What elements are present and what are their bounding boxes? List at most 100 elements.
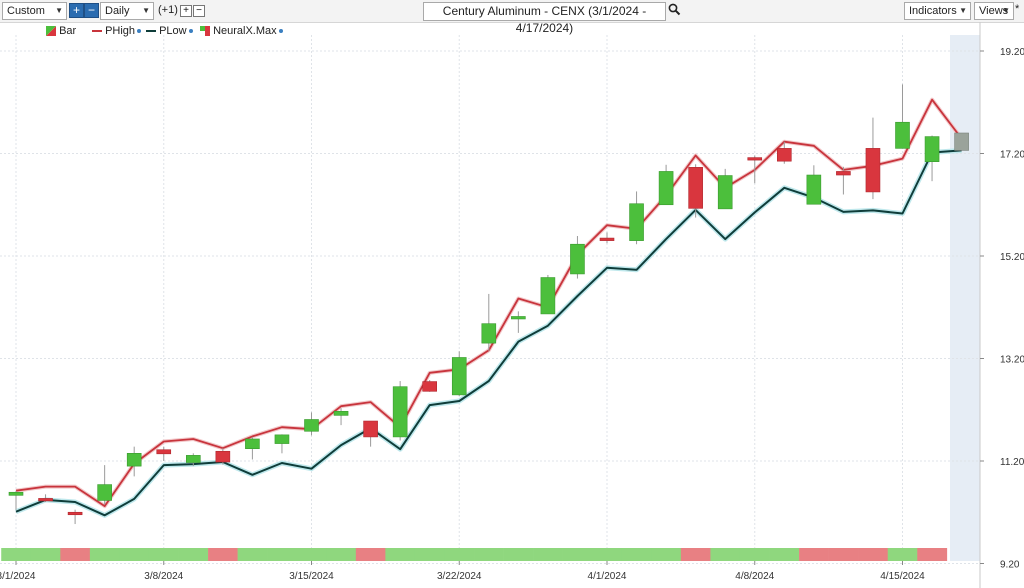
candle-body [422,381,438,392]
toolbar: Custom ▼ + − Daily ▼ (+1) + − Century Al… [0,0,1024,35]
legend-neuralx[interactable]: NeuralX.Max [200,25,283,39]
legend-phigh-label: PHigh [105,25,136,37]
period-select-value: Custom [7,5,45,17]
candle-body [8,491,24,496]
candle-body [865,148,881,193]
signal-cell [503,548,534,561]
candle-body [747,157,763,161]
candle-body [688,167,703,209]
signal-cell [739,548,770,561]
signal-cell [592,548,623,561]
neuralx-forecast-bar [954,132,969,151]
signal-cell [267,548,298,561]
y-axis: 19.20 17.20 15.20 13.20 11.20 9.20 [980,47,1024,571]
indicators-label: Indicators [909,5,957,17]
signal-cell [60,548,91,561]
candle-body [629,203,644,241]
candle-body [895,121,910,149]
y-tick-label: 11.20 [1000,457,1024,468]
candle-body [363,420,378,438]
bar-swatch-icon [46,26,56,37]
signal-cell [119,548,150,561]
candle-body [274,434,290,444]
chevron-down-icon: ▼ [1002,6,1010,15]
signal-cell [30,548,61,561]
x-tick-label: 4/1/2024 [588,571,627,582]
views-extra-icon[interactable]: * [1015,3,1020,15]
signal-cell [414,548,445,561]
signal-cell [385,548,416,561]
signal-cell [799,548,829,561]
y-tick-label: 9.20 [1000,560,1020,571]
signal-strip [1,548,948,561]
candle-body [215,450,231,463]
signal-cell [562,548,593,561]
candle-body [97,484,112,501]
signal-cell [887,548,918,561]
candle-body [511,316,526,320]
candle-body [776,148,792,162]
chevron-down-icon: ▼ [959,6,967,15]
neuralx-swatch-icon [200,26,210,37]
signal-cell [917,548,948,561]
chevron-down-icon: ▼ [142,6,150,15]
interval-select[interactable]: Daily ▼ [100,2,154,20]
legend-bar[interactable]: Bar [46,25,76,39]
candle-body [333,410,349,416]
signal-cell [178,548,209,561]
views-label: Views [979,5,1009,17]
y-tick-label: 19.20 [1000,47,1024,58]
signal-cell [474,548,504,561]
search-icon[interactable] [668,3,681,16]
signal-cell [680,548,711,561]
candle-body [67,511,83,516]
candle-body [186,455,201,463]
candlesticks [8,84,969,525]
settings-dot-icon[interactable] [188,29,193,34]
zoom-in-button[interactable]: + [69,3,84,18]
candle-body [658,171,674,206]
signal-cell [533,548,563,561]
signal-cell [769,548,800,561]
y-tick-label: 13.20 [1000,355,1024,366]
signal-cell [148,548,179,561]
signal-cell [89,548,120,561]
signal-cell [355,548,386,561]
interval-select-value: Daily [105,5,130,17]
signal-cell [237,548,268,561]
x-tick-label: 4/15/2024 [880,571,925,582]
chart-title[interactable]: Century Aluminum - CENX (3/1/2024 - 4/17… [423,2,666,35]
indicators-button[interactable]: Indicators ▼ [904,2,971,20]
views-button[interactable]: Views ▼ [974,2,1014,20]
period-select[interactable]: Custom ▼ [2,2,67,20]
x-tick-label: 3/22/2024 [437,571,482,582]
candle-body [570,243,585,275]
legend-bar-label: Bar [59,25,77,37]
offset-decrease-button[interactable]: − [193,5,205,17]
candle-body [540,277,556,315]
settings-dot-icon[interactable] [137,29,142,34]
signal-cell [444,548,475,561]
signal-cell [828,548,859,561]
zoom-out-button[interactable]: − [84,3,99,18]
x-tick-label: 3/1/2024 [0,571,36,582]
plow-line [15,149,962,517]
signal-cell [858,548,889,561]
forecast-zone [950,35,980,561]
x-tick-label: 4/8/2024 [735,571,774,582]
offset-increase-button[interactable]: + [180,5,192,17]
legend-plow[interactable]: PLow [146,25,193,39]
x-axis: 3/1/2024 3/8/2024 3/15/2024 3/22/2024 4/1/20… [0,561,925,582]
candle-body [38,498,53,502]
chevron-down-icon: ▼ [55,6,63,15]
y-tick-label: 15.20 [1000,252,1024,263]
settings-dot-icon[interactable] [278,29,283,34]
candle-body [806,174,822,205]
signal-cell [326,548,357,561]
candle-body [924,136,940,163]
legend-phigh[interactable]: PHigh [92,25,142,39]
candle-body [392,386,408,438]
signal-cell [651,548,682,561]
candle-body [126,453,142,467]
